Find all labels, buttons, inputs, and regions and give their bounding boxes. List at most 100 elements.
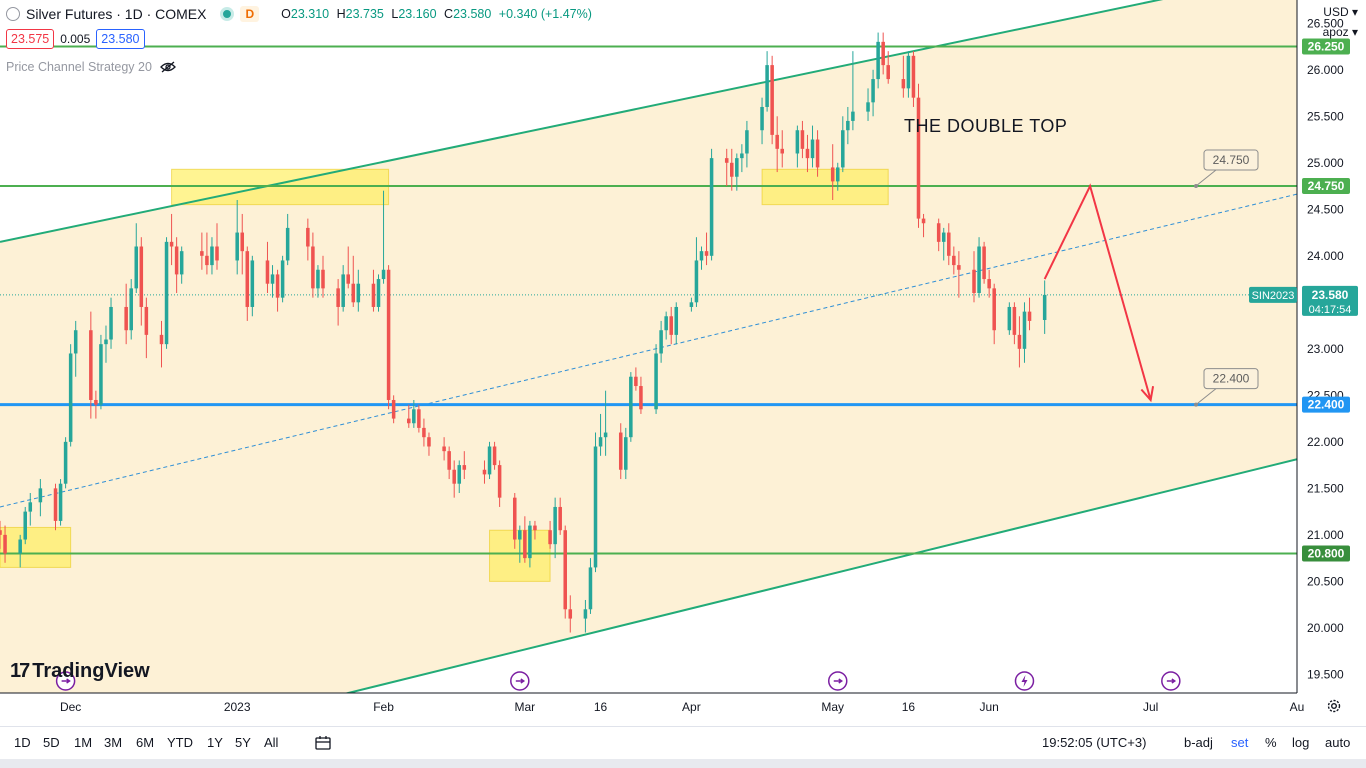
log-scale-toggle[interactable]: log xyxy=(1292,735,1310,750)
candle-body xyxy=(618,432,623,470)
timeframe-6m[interactable]: 6M xyxy=(136,735,155,750)
candle-body xyxy=(0,530,2,535)
countdown-tag: 04:17:54 xyxy=(1309,304,1352,316)
percent-scale-toggle[interactable]: % xyxy=(1265,735,1277,750)
candle-body xyxy=(952,255,956,266)
candle-body xyxy=(659,330,663,354)
candle-body xyxy=(568,609,573,619)
settlement-toggle[interactable]: set xyxy=(1231,735,1249,750)
candle-body xyxy=(699,251,704,261)
callout-24750: 24.750 xyxy=(1194,149,1259,189)
dividend-event-icon[interactable] xyxy=(828,671,848,691)
ask-price-button[interactable]: 23.580 xyxy=(96,29,145,49)
clock-timezone[interactable]: 19:52:05 (UTC+3) xyxy=(1042,735,1147,750)
candle-body xyxy=(492,446,497,466)
candle-body xyxy=(906,55,911,89)
candle-body xyxy=(593,446,598,568)
timeframe-5d[interactable]: 5D xyxy=(43,735,60,750)
channel-upper-line xyxy=(0,0,1164,243)
candle-body xyxy=(200,251,204,256)
timeframe-5y[interactable]: 5Y xyxy=(235,735,251,750)
y-tick-label: 24.500 xyxy=(1307,202,1344,216)
candle-body xyxy=(548,530,552,545)
price-scale-background xyxy=(1297,0,1366,726)
auto-scale-toggle[interactable]: auto xyxy=(1325,735,1351,750)
level-tag-20800-bg xyxy=(1302,545,1350,562)
candle-body xyxy=(982,246,986,280)
timeframe-ytd[interactable]: YTD xyxy=(167,735,193,750)
candle-body xyxy=(3,534,7,554)
timeframe-1m[interactable]: 1M xyxy=(74,735,93,750)
candle-body xyxy=(63,441,68,484)
arrow-glyph xyxy=(833,678,844,684)
candle-body xyxy=(805,148,810,159)
dividend-event-icon[interactable] xyxy=(55,671,76,691)
candle-body xyxy=(210,246,214,266)
y-tick-label: 24.000 xyxy=(1307,249,1344,263)
candle-body xyxy=(422,427,426,438)
candle-body xyxy=(694,260,699,303)
settings-gear-icon[interactable] xyxy=(1326,698,1342,714)
level-tag-22400-bg xyxy=(1302,396,1350,413)
timeframe-1y[interactable]: 1Y xyxy=(207,735,223,750)
price-chart[interactable]: THE DOUBLE TOP 24.750 22.400 19.500 20.000 2… xyxy=(0,0,1366,726)
price-scale-header: USD ▾ apoz ▾ xyxy=(1323,2,1358,42)
time-scale-background xyxy=(0,693,1366,726)
candle-body xyxy=(215,246,219,261)
dividend-event-icon[interactable] xyxy=(510,671,530,691)
candle-body xyxy=(457,465,462,484)
candle-body xyxy=(391,399,396,419)
currency-select[interactable]: USD ▾ xyxy=(1323,5,1358,19)
candle-body xyxy=(624,437,628,470)
indicator-name: Price Channel Strategy 20 xyxy=(6,60,152,74)
date-range-icon[interactable] xyxy=(314,735,332,751)
bottom-toolbar: 1D 5D 1M 3M 6M YTD 1Y 5Y All 19:52:05 (UTC+3) b-… xyxy=(0,726,1366,759)
candle-body xyxy=(760,106,764,131)
y-tick-label: 22.000 xyxy=(1307,435,1344,449)
candle-body xyxy=(28,502,33,512)
candle-body xyxy=(704,251,709,256)
candle-body xyxy=(941,232,946,242)
projection-path xyxy=(1043,183,1152,401)
level-tag-26250: 26.250 xyxy=(1308,40,1345,54)
delayed-badge: D xyxy=(240,6,260,22)
projection-arrowhead xyxy=(1140,386,1155,403)
tradingview-logo[interactable]: 17 TradingView xyxy=(10,660,150,683)
candle-body xyxy=(336,288,340,307)
candle-body xyxy=(740,153,744,159)
candle-body xyxy=(38,488,43,503)
market-open-dot-icon xyxy=(220,7,235,21)
back-adjust-toggle[interactable]: b-adj xyxy=(1184,735,1213,750)
candle-body xyxy=(482,469,487,475)
candle-body xyxy=(886,65,890,80)
candle-body xyxy=(427,437,431,447)
timeframe-all[interactable]: All xyxy=(264,735,279,750)
y-tick-label: 19.500 xyxy=(1307,667,1344,681)
symbol-title[interactable]: Silver Futures · 1D · COMEX xyxy=(26,6,207,22)
timeframe-1d[interactable]: 1D xyxy=(14,735,31,750)
candle-body xyxy=(442,446,446,452)
timeframe-3m[interactable]: 3M xyxy=(104,735,123,750)
symbol-legend: Silver Futures · 1D · COMEX D O23.310 H2… xyxy=(6,4,592,24)
candle-body xyxy=(412,409,416,424)
candle-body xyxy=(780,148,785,154)
earnings-lightning-icon[interactable] xyxy=(1014,671,1035,691)
candle-body xyxy=(841,130,845,168)
bid-price-button[interactable]: 23.575 xyxy=(6,29,55,49)
dividend-event-icon[interactable] xyxy=(1161,671,1181,691)
x-tick-label: May xyxy=(821,700,844,714)
candle-body xyxy=(851,111,855,121)
candle-body xyxy=(1042,294,1047,320)
candle-body xyxy=(563,530,567,610)
candle-body xyxy=(523,530,527,559)
hidden-eye-icon[interactable] xyxy=(160,61,176,73)
unit-select[interactable]: apoz ▾ xyxy=(1322,25,1358,39)
candle-body xyxy=(139,246,144,307)
callout-label: 24.750 xyxy=(1213,153,1250,167)
candle-body xyxy=(518,530,522,540)
indicator-legend[interactable]: Price Channel Strategy 20 xyxy=(6,60,176,74)
market-status-badge[interactable]: D xyxy=(220,6,260,22)
candle-body xyxy=(669,316,673,335)
candle-body xyxy=(205,255,209,266)
candle-body xyxy=(709,158,714,256)
